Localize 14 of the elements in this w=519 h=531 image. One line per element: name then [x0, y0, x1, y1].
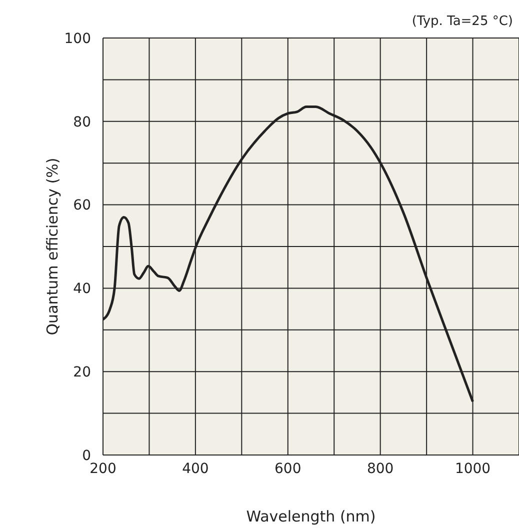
y-tick-label: 20	[73, 364, 91, 380]
y-tick-label: 60	[73, 198, 91, 214]
x-tick-label: 200	[90, 460, 116, 477]
x-tick-label: 600	[274, 460, 302, 477]
y-tick-label: 80	[73, 114, 91, 130]
y-axis-title: Quantum efficiency (%)	[43, 158, 62, 336]
text: (Typ. Ta=25 °C)	[412, 14, 513, 29]
x-axis-title: Wavelength (nm)	[246, 508, 376, 526]
x-tick-label: 1000	[454, 460, 491, 477]
x-tick-label: 800	[366, 460, 394, 477]
x-tick-label: 400	[182, 460, 209, 477]
y-tick-label: 40	[73, 281, 91, 298]
y-tick-label: 100	[64, 30, 91, 47]
y-tick-label: 0	[82, 448, 91, 464]
